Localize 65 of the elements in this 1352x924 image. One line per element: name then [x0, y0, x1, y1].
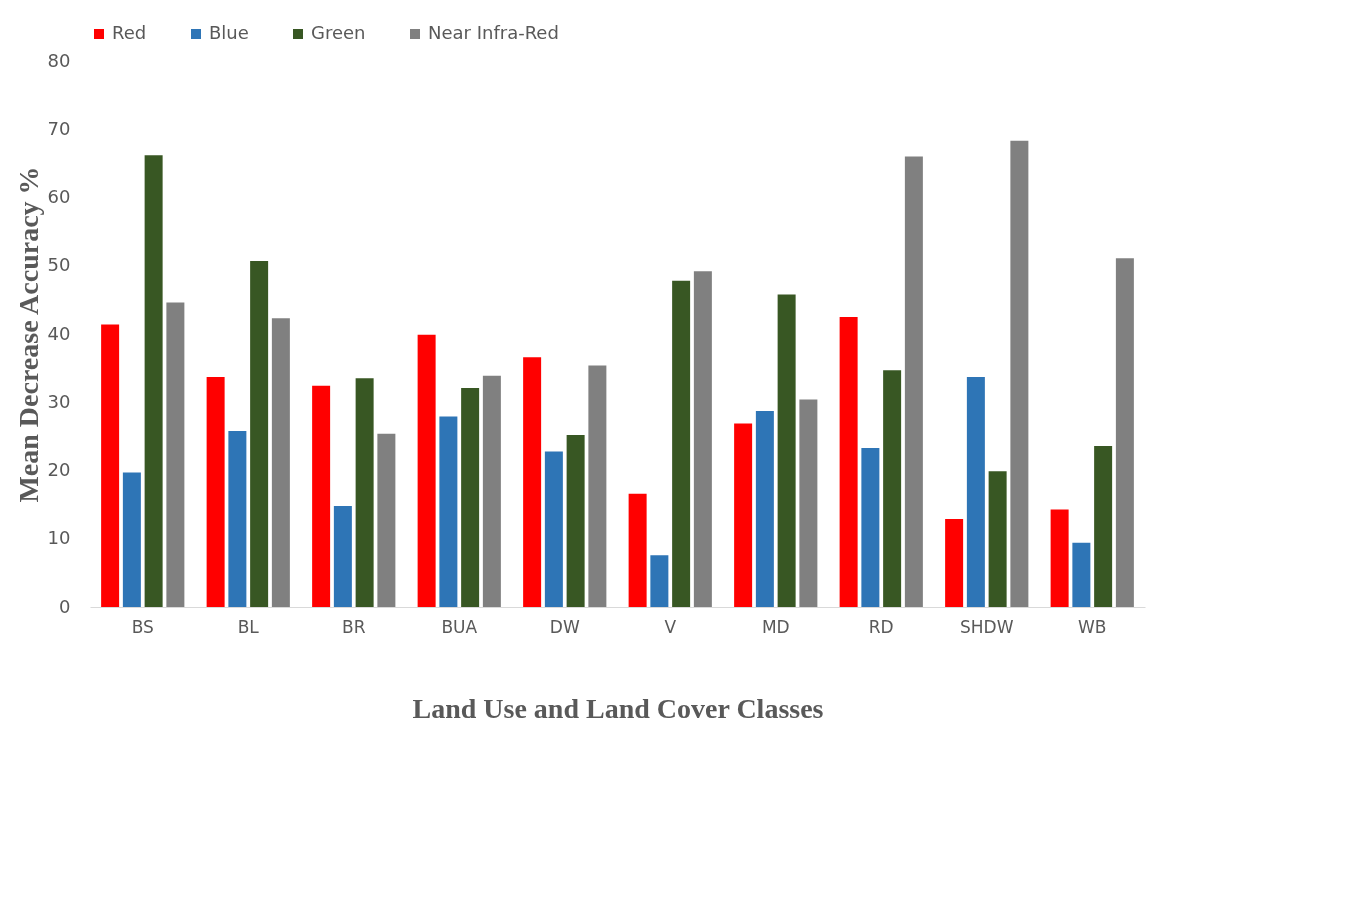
y-tick-label: 70 [47, 117, 71, 139]
x-tick-label: SHDW [960, 616, 1014, 637]
x-axis-title: Land Use and Land Cover Classes [412, 692, 824, 724]
bar [439, 416, 458, 607]
bar [482, 375, 501, 607]
bar [377, 433, 396, 607]
bar [122, 472, 141, 607]
x-tick-label: BL [237, 616, 260, 637]
bar [144, 155, 163, 607]
legend-label: Green [311, 22, 366, 43]
x-tick-label: BS [131, 616, 154, 637]
y-tick-label: 60 [47, 186, 71, 207]
bar [228, 430, 247, 607]
bar [271, 318, 290, 607]
bar [1072, 542, 1091, 607]
bar [734, 423, 753, 607]
y-axis-title: Mean Decrease Accuracy % [12, 166, 44, 503]
bar [799, 399, 818, 607]
x-tick-label: BR [342, 616, 366, 637]
bar [1094, 445, 1113, 607]
bar [461, 387, 480, 607]
bar [945, 518, 964, 607]
bar [588, 365, 607, 607]
bar [333, 505, 352, 607]
y-tick-label: 10 [47, 527, 71, 549]
x-tick-label: DW [549, 616, 580, 637]
bar [1050, 509, 1069, 607]
x-tick-label: WB [1078, 616, 1107, 637]
bar [988, 471, 1007, 607]
bar [250, 260, 269, 607]
x-tick-label: RD [868, 616, 894, 637]
bar [755, 411, 774, 607]
bar [966, 377, 985, 607]
y-tick-label: 40 [47, 322, 71, 344]
x-tick-label: V [664, 616, 677, 637]
bar [206, 377, 225, 607]
y-tick-label: 30 [47, 390, 71, 412]
bar [861, 447, 880, 607]
bar [883, 370, 902, 607]
bar [101, 324, 120, 607]
bar [355, 378, 374, 607]
bar [523, 357, 542, 607]
x-tick-label: BUA [441, 616, 478, 637]
x-tick-label: MD [761, 616, 790, 637]
bar [417, 334, 436, 607]
y-tick-label: 0 [59, 595, 71, 617]
bar [777, 294, 796, 607]
legend-label: Red [112, 22, 147, 43]
bar [544, 451, 563, 607]
bar [839, 316, 858, 607]
bar [628, 493, 647, 607]
legend-label: Near Infra-Red [428, 22, 559, 43]
bar [693, 271, 712, 607]
bar [904, 156, 923, 607]
y-tick-label: 50 [47, 254, 71, 276]
y-tick-label: 80 [47, 49, 71, 71]
bar [1115, 258, 1134, 607]
bar [672, 280, 691, 607]
bar [566, 435, 585, 607]
bar [312, 385, 331, 607]
bar [650, 555, 669, 607]
bar [1010, 140, 1029, 607]
bar [166, 302, 185, 607]
y-tick-label: 20 [47, 459, 71, 480]
legend-label: Blue [209, 22, 249, 43]
